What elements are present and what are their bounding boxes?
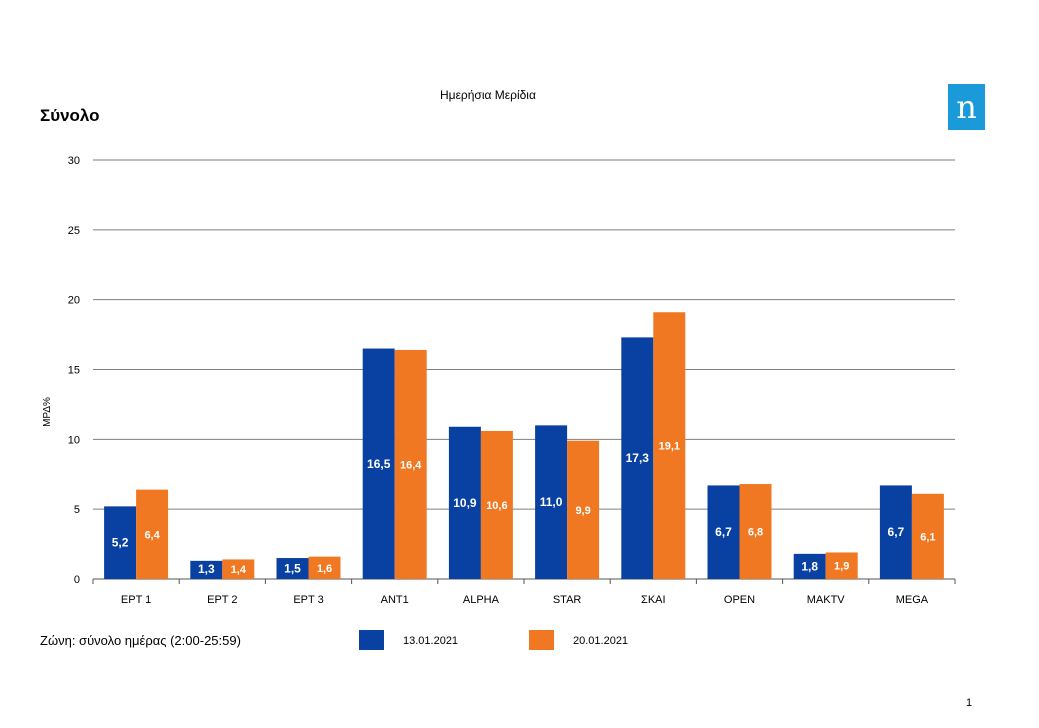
bar <box>136 489 169 579</box>
data-label: 6,8 <box>748 527 763 539</box>
y-tick-label: 0 <box>74 574 80 586</box>
bar <box>911 493 944 579</box>
bar <box>394 349 427 579</box>
page-title: Ημερήσια Μερίδια <box>440 88 536 102</box>
bar <box>793 553 826 579</box>
bar <box>707 485 740 579</box>
legend-swatch-series-1 <box>359 630 384 650</box>
bar <box>190 560 223 579</box>
y-tick-label: 20 <box>68 295 80 307</box>
data-label: 6,4 <box>144 529 160 541</box>
data-label: 6,1 <box>920 531 935 543</box>
legend-label-series-2: 20.01.2021 <box>573 635 629 647</box>
bar <box>825 552 858 579</box>
x-tick-label: ΕΡΤ 2 <box>207 594 237 606</box>
nielsen-logo: n <box>948 84 985 130</box>
x-tick-label: ΕΡΤ 3 <box>293 594 323 606</box>
x-tick-label: STAR <box>553 594 582 606</box>
data-label: 6,7 <box>715 525 732 539</box>
data-label: 1,8 <box>801 559 818 573</box>
data-label: 1,9 <box>834 561 849 573</box>
x-tick-label: OPEN <box>724 594 755 606</box>
data-label: 1,4 <box>231 564 247 576</box>
data-label: 11,0 <box>540 495 563 509</box>
x-tick-label: ΣΚΑΙ <box>641 594 666 606</box>
data-label: 17,3 <box>626 451 650 465</box>
y-tick-label: 25 <box>68 225 80 237</box>
x-tick-label: ANT1 <box>381 594 409 606</box>
y-tick-label: 10 <box>68 434 80 446</box>
data-label: 10,9 <box>453 496 477 510</box>
x-tick-label: MAKTV <box>807 594 846 606</box>
bar <box>879 485 912 579</box>
bar <box>567 440 600 579</box>
data-label: 16,5 <box>367 457 391 471</box>
data-label: 1,5 <box>284 562 301 576</box>
bar <box>621 337 654 579</box>
legend-label-series-1: 13.01.2021 <box>403 635 459 647</box>
data-label: 19,1 <box>659 441 680 453</box>
y-tick-label: 15 <box>68 365 80 377</box>
bar <box>104 506 137 579</box>
bar <box>653 312 686 579</box>
bar <box>308 556 341 579</box>
data-label: 1,6 <box>317 563 332 575</box>
x-tick-label: ΕΡΤ 1 <box>121 594 151 606</box>
section-title: Σύνολο <box>40 106 100 125</box>
y-tick-label: 30 <box>68 155 80 167</box>
bar <box>739 484 772 579</box>
page-number: 1 <box>966 697 973 709</box>
bar <box>362 348 395 579</box>
x-tick-label: ALPHA <box>463 594 500 606</box>
bar <box>222 559 255 579</box>
data-label: 5,2 <box>112 536 129 550</box>
bar <box>535 425 568 579</box>
data-label: 16,4 <box>400 459 422 471</box>
bar <box>276 558 309 579</box>
bar <box>480 430 513 579</box>
data-label: 9,9 <box>575 505 590 517</box>
bar <box>448 426 481 579</box>
data-label: 10,6 <box>486 500 507 512</box>
data-label: 1,3 <box>198 562 215 576</box>
legend-swatch-series-2 <box>529 630 554 650</box>
x-tick-label: MEGA <box>896 594 929 606</box>
zone-label: Ζώνη: σύνολο ημέρας (2:00-25:59) <box>40 633 241 648</box>
data-label: 6,7 <box>888 525 905 539</box>
y-tick-label: 5 <box>74 504 80 516</box>
y-axis-label: ΜΡΔ% <box>42 397 53 427</box>
